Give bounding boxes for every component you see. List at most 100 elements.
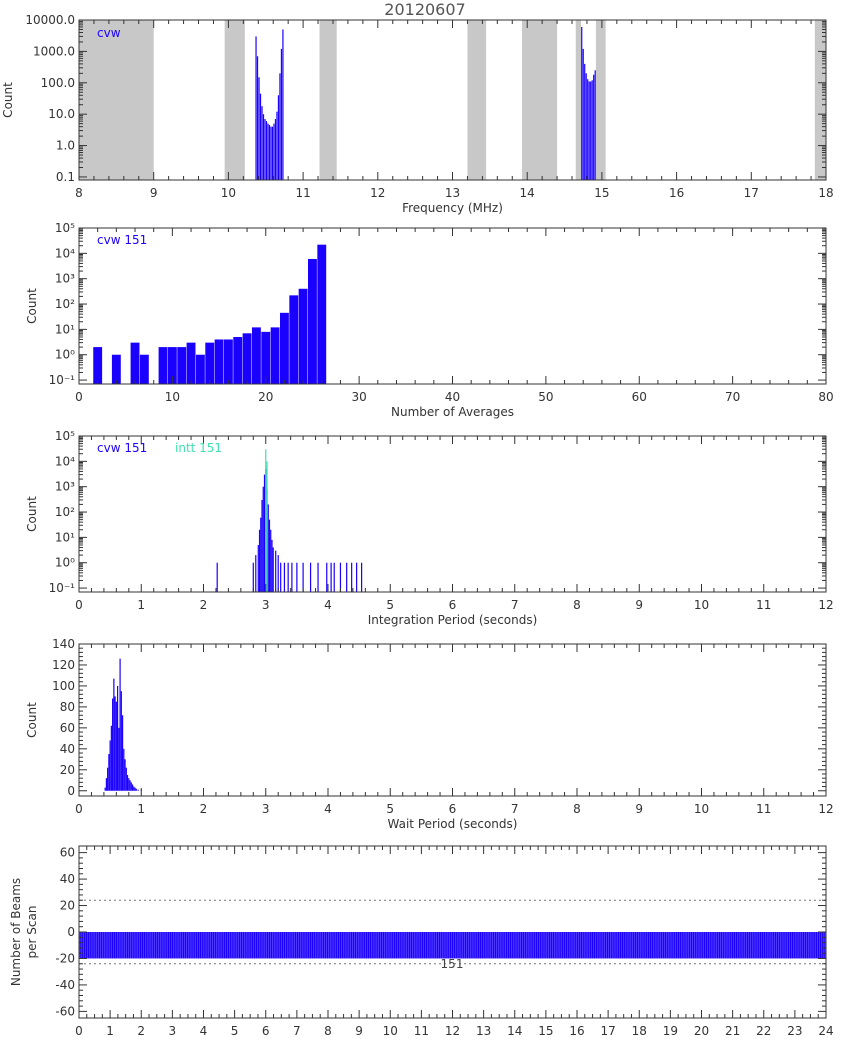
plot-integration-x-tick-label: 4 (324, 598, 332, 612)
plot-integration-bar-cvw (255, 555, 257, 592)
plot-integration-y-tick-label: 10² (55, 505, 75, 519)
plot-beams-x-tick-label: 12 (445, 1024, 460, 1038)
plot-frequency-bar (267, 123, 269, 180)
plot-wait-bar (121, 715, 124, 791)
plot-wait-y-tick-label: 120 (52, 658, 75, 672)
plot-integration-bar-intt (266, 461, 268, 592)
plot-averages-bar (195, 354, 205, 384)
plot-integration-bar-cvw (317, 562, 319, 592)
plot-beams-x-tick-label: 14 (507, 1024, 522, 1038)
plot-averages-y-tick-label: 10⁴ (55, 246, 75, 260)
plot-averages-bar (308, 258, 317, 384)
plot-integration-y-axis-label: Count (25, 496, 39, 532)
plot-frequency-x-tick-label: 9 (150, 186, 158, 200)
plot-integration-x-tick-label: 6 (449, 598, 457, 612)
plot-frequency-x-tick-label: 12 (370, 186, 385, 200)
plot-frequency-x-axis-label: Frequency (MHz) (402, 201, 503, 215)
plot-averages-bar (317, 244, 327, 384)
plot-wait-y-tick-label: 20 (60, 763, 75, 777)
plot-wait-bar (110, 725, 112, 791)
plot-wait-y-tick-label: 60 (60, 721, 75, 735)
plot-averages-bar (205, 342, 215, 384)
plot-frequency-bar (268, 125, 271, 180)
plot-beams-x-tick-label: 0 (75, 1024, 83, 1038)
plot-beams-x-tick-label: 4 (200, 1024, 208, 1038)
plot-wait-bar (104, 787, 106, 791)
plot-averages-bar (233, 337, 243, 384)
plot-wait-y-tick-label: 0 (67, 784, 75, 798)
plot-frequency-x-tick-label: 18 (818, 186, 833, 200)
plot-wait-bar (131, 784, 134, 791)
plot-averages-y-tick-label: 10⁰ (55, 348, 75, 362)
plot-integration-annotation-intt: intt 151 (175, 441, 222, 455)
plot-averages-x-tick-label: 30 (351, 390, 366, 404)
plot-frequency-bar (277, 95, 280, 180)
plot-frequency-bar (264, 119, 266, 180)
plot-wait-frame (78, 643, 827, 797)
plot-beams-y-tick-label: 60 (60, 846, 75, 860)
plot-frequency-x-tick-label: 17 (744, 186, 759, 200)
plot-integration-bar-cvw (333, 562, 335, 592)
plot-wait-bar (134, 787, 136, 791)
plot-wait-bar (128, 778, 130, 791)
plot-beams-y-tick-label: 40 (60, 872, 75, 886)
plot-wait-x-tick-label: 10 (694, 802, 709, 816)
plot-integration-bar-cvw (330, 562, 332, 592)
plot-wait-x-tick-label: 9 (635, 802, 643, 816)
plot-frequency-shaded-range (814, 20, 826, 180)
plot-integration-bar-cvw (346, 562, 348, 592)
plot-integration-bar-cvw (309, 562, 312, 592)
plot-frequency-bar (256, 56, 259, 181)
plot-averages-x-tick-label: 20 (258, 390, 273, 404)
plot-frequency-bar (282, 29, 284, 181)
plot-frequency-bar (259, 93, 262, 180)
plot-frequency-bar (271, 126, 274, 180)
plot-frequency-y-tick-label: 10000.0 (25, 13, 75, 27)
plot-integration-annotation-cvw: cvw 151 (97, 441, 147, 455)
plot-frequency-bar (273, 123, 275, 180)
plot-frequency-frame (78, 19, 827, 181)
plot-frequency-x-tick-label: 11 (295, 186, 310, 200)
plot-wait-bar (123, 748, 125, 791)
plot-frequency-bar (279, 73, 281, 180)
plot-wait-x-tick-label: 4 (324, 802, 332, 816)
plot-averages-bar (139, 354, 149, 384)
plot-integration-bar-cvw (277, 555, 279, 592)
plot-beams-x-tick-label: 23 (787, 1024, 802, 1038)
plot-integration-x-tick-label: 3 (262, 598, 270, 612)
plot-wait-x-tick-label: 12 (818, 802, 833, 816)
plot-integration-bar-cvw (296, 562, 298, 592)
plot-wait-x-tick-label: 0 (75, 802, 83, 816)
plot-wait-bar (118, 727, 120, 791)
plot-wait-x-tick-label: 1 (137, 802, 145, 816)
plot-averages-bar (289, 295, 299, 384)
plot-integration-bar-cvw (287, 562, 289, 592)
plot-averages-x-tick-label: 0 (75, 390, 83, 404)
plot-averages-x-tick-label: 40 (445, 390, 460, 404)
plot-integration-x-tick-label: 11 (756, 598, 771, 612)
plot-frequency-bar (262, 114, 265, 180)
plot-beams-x-tick-label: 3 (169, 1024, 177, 1038)
plot-frequency-y-tick-label: 100.0 (41, 76, 75, 90)
plot-wait-bar (105, 778, 107, 791)
plot-integration-frame (78, 435, 827, 593)
plot-integration-bar-cvw (351, 562, 353, 592)
plot-integration-bar-cvw (302, 562, 304, 592)
plot-beams-x-tick-label: 1 (106, 1024, 114, 1038)
plot-frequency-bar (582, 48, 584, 180)
plot-averages-bar (242, 333, 252, 384)
plot-wait-bar (108, 754, 110, 791)
plot-frequency-bar (581, 26, 583, 181)
plot-integration-x-tick-label: 0 (75, 598, 83, 612)
plot-averages-y-tick-label: 10¹ (55, 322, 75, 336)
plot-frequency-bar (270, 126, 272, 180)
plot-frequency-y-axis-label: Count (1, 82, 15, 118)
plot-integration-y-tick-label: 10³ (55, 480, 75, 494)
plot-averages-y-tick-label: 10⁵ (55, 221, 75, 235)
plot-integration-bar-cvw (283, 562, 286, 592)
plot-integration-x-tick-label: 12 (818, 598, 833, 612)
plot-averages-bar (251, 327, 261, 384)
plot-frequency-bar (261, 106, 263, 180)
plot-integration-bar-cvw (270, 529, 272, 592)
